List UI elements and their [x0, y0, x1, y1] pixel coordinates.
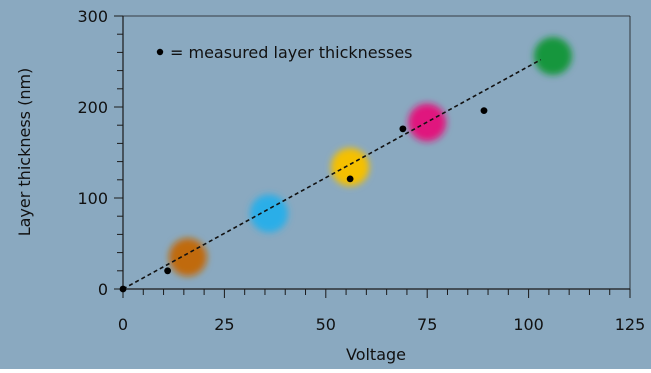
y-tick-label: 0: [98, 280, 108, 299]
color-spot-4: [533, 37, 572, 76]
trend-layer: [122, 58, 542, 290]
data-point: [164, 267, 172, 275]
y-tick-label: 300: [77, 7, 108, 26]
color-spot-1: [250, 194, 289, 233]
x-tick-label: 0: [118, 315, 128, 334]
x-tick-label: 100: [513, 315, 544, 334]
x-tick-label: 25: [214, 315, 234, 334]
legend-marker: [156, 48, 164, 56]
x-tick-label: 125: [615, 315, 646, 334]
trend-line: [122, 58, 542, 290]
x-tick-label: 50: [316, 315, 336, 334]
axes: 0 25 50 75 100 125 0 100 200 300: [77, 7, 645, 334]
color-spot-0: [168, 238, 207, 277]
legend-text: = measured layer thicknesses: [170, 43, 413, 62]
y-axis-label: Layer thickness (nm): [15, 68, 34, 237]
points: [119, 107, 488, 293]
x-tick-label: 75: [417, 315, 437, 334]
legend: = measured layer thicknesses: [156, 43, 413, 62]
x-axis-label: Voltage: [346, 345, 406, 364]
data-point: [480, 107, 488, 115]
y-tick-label: 100: [77, 189, 108, 208]
color-spot-2: [331, 148, 370, 187]
y-tick-label: 200: [77, 98, 108, 117]
data-point: [399, 125, 407, 133]
data-point: [346, 175, 354, 183]
data-point: [119, 285, 127, 293]
